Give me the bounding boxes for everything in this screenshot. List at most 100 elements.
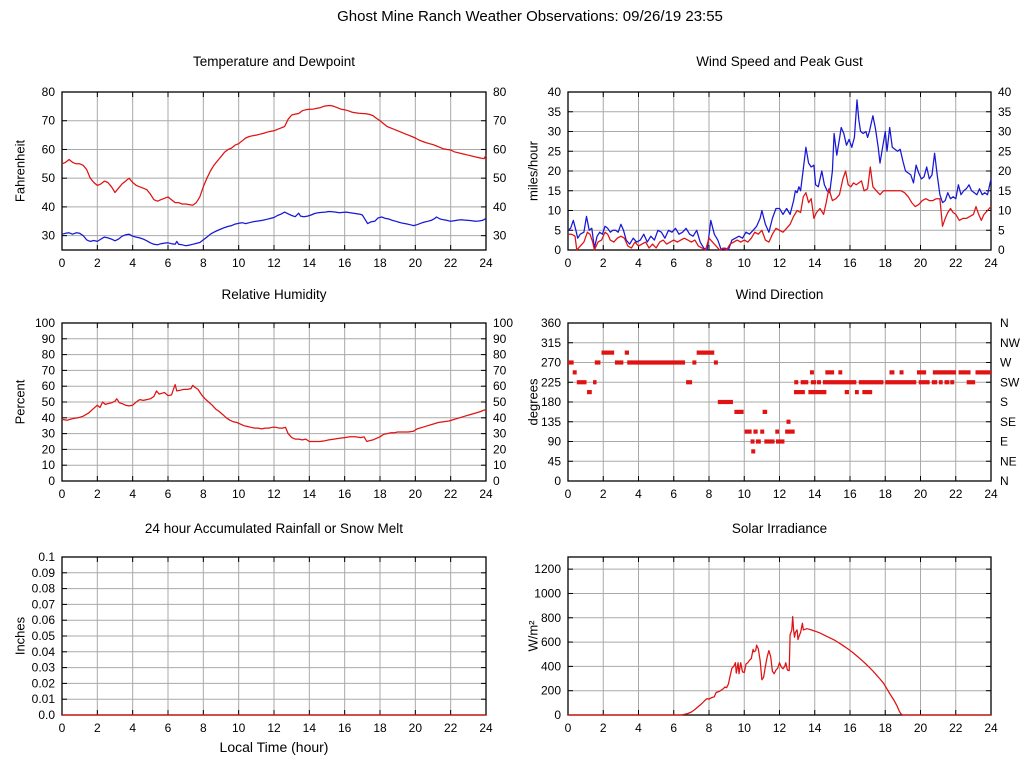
y-axis-label-w-per-m2: W/m² bbox=[525, 620, 541, 652]
svg-text:2: 2 bbox=[600, 487, 607, 501]
svg-text:18: 18 bbox=[879, 721, 893, 735]
svg-text:2: 2 bbox=[600, 256, 607, 270]
svg-text:80: 80 bbox=[42, 85, 56, 99]
y-axis-label-degrees: degrees bbox=[525, 378, 541, 426]
page-title: Ghost Mine Ranch Weather Observations: 0… bbox=[337, 8, 723, 25]
svg-text:45: 45 bbox=[548, 454, 562, 468]
svg-text:20: 20 bbox=[548, 164, 562, 178]
svg-text:90: 90 bbox=[548, 435, 562, 449]
svg-text:0: 0 bbox=[998, 243, 1005, 257]
svg-text:14: 14 bbox=[808, 256, 822, 270]
tick-marks bbox=[61, 556, 487, 716]
svg-text:14: 14 bbox=[808, 487, 822, 501]
svg-text:360: 360 bbox=[541, 316, 561, 330]
chart-wind-direction: 0 2 4 6 8 10 12 14 16 18 20 22 24 0 N 45 NE 90 E 135 SE 180 S 2… bbox=[513, 273, 1027, 507]
svg-text:180: 180 bbox=[541, 395, 561, 409]
wind-direction-segments bbox=[568, 350, 991, 454]
svg-text:10: 10 bbox=[998, 204, 1012, 218]
svg-text:70: 70 bbox=[493, 363, 507, 377]
svg-text:80: 80 bbox=[493, 348, 507, 362]
svg-text:50: 50 bbox=[493, 395, 507, 409]
svg-text:6: 6 bbox=[165, 256, 172, 270]
svg-text:10: 10 bbox=[738, 487, 752, 501]
svg-text:5: 5 bbox=[554, 223, 561, 237]
svg-text:20: 20 bbox=[409, 721, 423, 735]
grid-lines bbox=[62, 557, 486, 715]
svg-text:6: 6 bbox=[670, 721, 677, 735]
svg-text:400: 400 bbox=[541, 659, 561, 673]
svg-text:40: 40 bbox=[998, 85, 1012, 99]
chart-temperature-dewpoint: 0 2 4 6 8 10 12 14 16 18 20 22 24 30 30 40 40 50 50 60 60 70 7… bbox=[0, 40, 513, 273]
solar-irradiance-plot: 0 2 4 6 8 10 12 14 16 18 20 22 240200400600800100012… bbox=[534, 556, 998, 735]
tick-marks bbox=[61, 322, 487, 482]
svg-text:20: 20 bbox=[998, 164, 1012, 178]
svg-text:0.01: 0.01 bbox=[32, 692, 56, 706]
svg-text:2: 2 bbox=[94, 256, 101, 270]
svg-text:6: 6 bbox=[670, 487, 677, 501]
svg-text:24: 24 bbox=[984, 256, 998, 270]
svg-text:10: 10 bbox=[42, 458, 56, 472]
svg-text:30: 30 bbox=[42, 229, 56, 243]
svg-text:2: 2 bbox=[600, 721, 607, 735]
svg-text:225: 225 bbox=[541, 375, 561, 389]
svg-text:200: 200 bbox=[541, 684, 561, 698]
grid-lines bbox=[568, 323, 991, 481]
svg-text:90: 90 bbox=[493, 332, 507, 346]
svg-text:30: 30 bbox=[998, 125, 1012, 139]
svg-text:30: 30 bbox=[42, 427, 56, 441]
svg-text:315: 315 bbox=[541, 336, 561, 350]
svg-text:14: 14 bbox=[808, 721, 822, 735]
svg-text:22: 22 bbox=[444, 487, 458, 501]
svg-text:0: 0 bbox=[59, 487, 66, 501]
svg-text:20: 20 bbox=[409, 256, 423, 270]
y-axis-label-inches: Inches bbox=[12, 616, 28, 656]
chart-solar-irradiance: 0 2 4 6 8 10 12 14 16 18 20 22 24 0 200 400 600 800 1000 12… bbox=[513, 507, 1027, 772]
chart-relative-humidity: 0 2 4 6 8 10 12 14 16 18 20 22 24 0 0 10 10 20 20 30 30 40 40 5… bbox=[0, 273, 514, 507]
svg-text:0.04: 0.04 bbox=[32, 645, 56, 659]
svg-text:12: 12 bbox=[267, 256, 281, 270]
x-axis-label-local-time: Local Time (hour) bbox=[219, 739, 329, 755]
svg-text:16: 16 bbox=[338, 487, 352, 501]
grid-lines bbox=[62, 92, 486, 250]
svg-text:25: 25 bbox=[998, 144, 1012, 158]
svg-text:16: 16 bbox=[338, 256, 352, 270]
svg-text:W: W bbox=[1000, 356, 1012, 370]
svg-text:6: 6 bbox=[670, 256, 677, 270]
solar-irradiance-line bbox=[568, 615, 991, 716]
svg-text:80: 80 bbox=[493, 85, 507, 99]
svg-text:22: 22 bbox=[949, 487, 963, 501]
svg-text:20: 20 bbox=[914, 256, 928, 270]
svg-text:16: 16 bbox=[843, 487, 857, 501]
svg-text:12: 12 bbox=[267, 487, 281, 501]
svg-text:6: 6 bbox=[165, 487, 172, 501]
svg-text:8: 8 bbox=[706, 256, 713, 270]
svg-text:600: 600 bbox=[541, 635, 561, 649]
svg-text:90: 90 bbox=[42, 332, 56, 346]
svg-text:N: N bbox=[1000, 474, 1009, 488]
svg-text:100: 100 bbox=[493, 316, 513, 330]
svg-text:18: 18 bbox=[879, 256, 893, 270]
svg-text:16: 16 bbox=[338, 721, 352, 735]
svg-text:80: 80 bbox=[42, 348, 56, 362]
svg-text:24: 24 bbox=[479, 487, 493, 501]
svg-text:20: 20 bbox=[914, 721, 928, 735]
svg-text:18: 18 bbox=[879, 487, 893, 501]
svg-text:40: 40 bbox=[493, 200, 507, 214]
rainfall-plot: 0 2 4 6 8 10 12 14 16 18 20 22 240.00.010.020.030.04… bbox=[32, 550, 493, 735]
svg-text:S: S bbox=[1000, 395, 1008, 409]
svg-text:10: 10 bbox=[493, 458, 507, 472]
svg-text:N: N bbox=[1000, 316, 1009, 330]
svg-text:0.09: 0.09 bbox=[32, 566, 56, 580]
svg-text:270: 270 bbox=[541, 356, 561, 370]
svg-text:0.05: 0.05 bbox=[32, 629, 56, 643]
svg-text:20: 20 bbox=[493, 442, 507, 456]
svg-text:0: 0 bbox=[554, 243, 561, 257]
svg-text:40: 40 bbox=[493, 411, 507, 425]
svg-text:0.1: 0.1 bbox=[38, 550, 55, 564]
svg-text:10: 10 bbox=[232, 256, 246, 270]
svg-text:24: 24 bbox=[984, 487, 998, 501]
svg-text:12: 12 bbox=[773, 256, 787, 270]
